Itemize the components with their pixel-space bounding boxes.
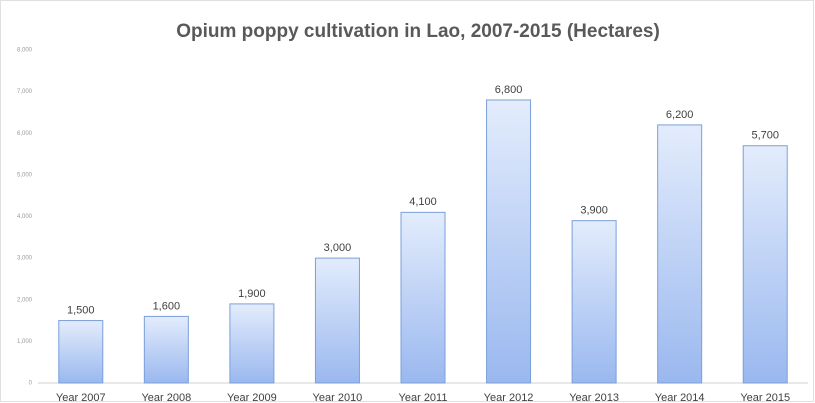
bar <box>314 257 360 384</box>
y-tick-label: 0 <box>29 381 33 387</box>
value-label: 1,900 <box>238 288 266 300</box>
x-tick-label: Year 2010 <box>313 392 363 403</box>
chart-title: Opium poppy cultivation in Lao, 2007-201… <box>176 21 660 42</box>
value-label: 4,100 <box>409 196 437 208</box>
bar <box>742 145 788 384</box>
y-tick-label: 4,000 <box>17 214 33 220</box>
value-label: 1,500 <box>67 304 95 316</box>
x-tick-label: Year 2009 <box>227 392 277 403</box>
x-tick-label: Year 2008 <box>141 392 191 403</box>
x-tick-label: Year 2012 <box>484 392 534 403</box>
value-label: 1,600 <box>153 300 181 312</box>
y-tick-label: 6,000 <box>17 131 33 137</box>
x-tick-label: Year 2015 <box>740 392 790 403</box>
bar <box>571 220 617 384</box>
bar <box>486 99 532 384</box>
value-label: 5,700 <box>751 130 779 142</box>
y-tick-label: 2,000 <box>17 297 33 303</box>
x-tick-label: Year 2013 <box>569 392 619 403</box>
bar <box>657 124 703 384</box>
x-tick-label: Year 2014 <box>655 392 705 403</box>
value-label: 3,900 <box>580 205 608 217</box>
value-label: 3,000 <box>324 242 352 254</box>
bar <box>58 320 104 384</box>
bar <box>229 303 275 384</box>
y-tick-label: 5,000 <box>17 172 33 178</box>
y-tick-label: 3,000 <box>17 256 33 262</box>
y-tick-label: 7,000 <box>17 89 33 95</box>
y-tick-label: 1,000 <box>17 339 33 345</box>
bar <box>143 315 189 384</box>
x-tick-label: Year 2007 <box>56 392 106 403</box>
value-label: 6,800 <box>495 84 523 96</box>
value-label: 6,200 <box>666 109 694 121</box>
y-tick-label: 8,000 <box>17 48 33 54</box>
bar <box>400 211 446 384</box>
x-tick-label: Year 2011 <box>399 392 448 403</box>
